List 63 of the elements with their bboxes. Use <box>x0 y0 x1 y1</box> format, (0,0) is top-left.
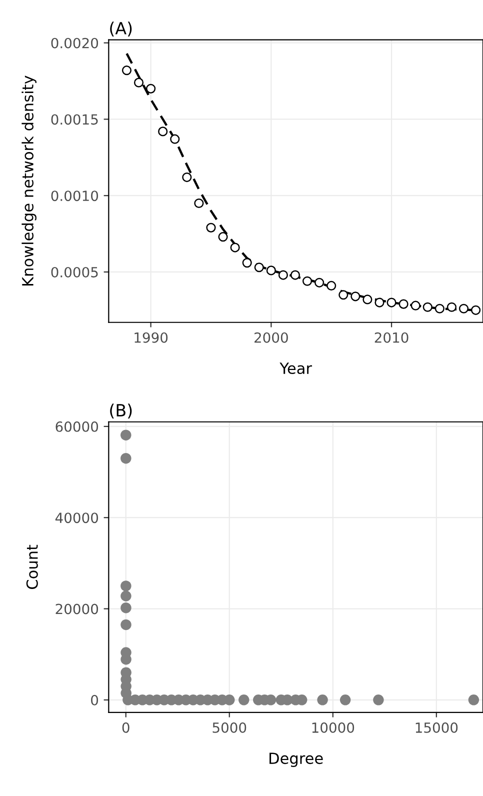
point <box>290 270 300 280</box>
point <box>434 304 444 314</box>
point <box>266 266 276 276</box>
point <box>170 134 180 144</box>
x-tick-label: 10000 <box>312 722 354 733</box>
y-tick-label: 0 <box>91 694 98 706</box>
point <box>362 294 372 304</box>
x-tick-label: 2010 <box>374 332 408 343</box>
y-tick-label: 40000 <box>55 512 98 524</box>
x-axis-title: Degree <box>270 752 323 768</box>
point <box>386 298 396 308</box>
point <box>120 580 132 592</box>
y-tick-label: 60000 <box>56 421 98 432</box>
point <box>120 452 132 464</box>
point <box>218 232 228 242</box>
point <box>120 602 132 614</box>
y-tick-label: 0.0005 <box>51 266 98 278</box>
y-tick-label: 0.0020 <box>51 38 98 48</box>
point <box>242 258 252 268</box>
point <box>340 694 351 706</box>
x-tick-label: 5000 <box>212 722 246 733</box>
y-axis-title: Knowledge network density <box>22 76 36 286</box>
point <box>458 304 469 314</box>
y-axis-title: Count <box>26 544 38 589</box>
chart-title: (B) <box>110 404 132 419</box>
point <box>158 126 168 136</box>
point <box>470 305 481 315</box>
point <box>350 292 360 302</box>
point <box>238 694 250 706</box>
y-tick-label: 20000 <box>56 604 98 614</box>
x-axis-title: Year <box>280 362 312 374</box>
point <box>302 276 312 286</box>
point <box>206 222 216 232</box>
y-tick-label: 0.0010 <box>51 190 98 202</box>
point <box>120 590 132 602</box>
point <box>410 300 420 310</box>
chart-title: (A) <box>110 22 132 36</box>
point <box>446 302 456 312</box>
x-tick-label: 15000 <box>416 722 458 733</box>
point <box>317 694 328 706</box>
point <box>194 198 204 208</box>
point <box>146 84 156 94</box>
y-tick-label: 0.0015 <box>51 114 98 125</box>
point <box>326 280 336 291</box>
point <box>338 290 348 300</box>
x-tick-label: 2000 <box>254 332 288 343</box>
point <box>254 262 264 272</box>
point <box>224 694 235 706</box>
point <box>373 694 384 706</box>
point <box>468 694 480 706</box>
x-tick-label: 0 <box>122 722 130 733</box>
point <box>120 430 132 440</box>
point <box>122 66 132 76</box>
point <box>398 299 408 309</box>
point <box>374 298 384 308</box>
point <box>182 172 192 182</box>
x-tick-label: 1990 <box>134 332 168 343</box>
point <box>314 278 324 288</box>
point <box>120 619 132 630</box>
point <box>278 270 288 280</box>
point <box>422 302 432 312</box>
point <box>230 242 240 252</box>
point <box>134 78 144 88</box>
